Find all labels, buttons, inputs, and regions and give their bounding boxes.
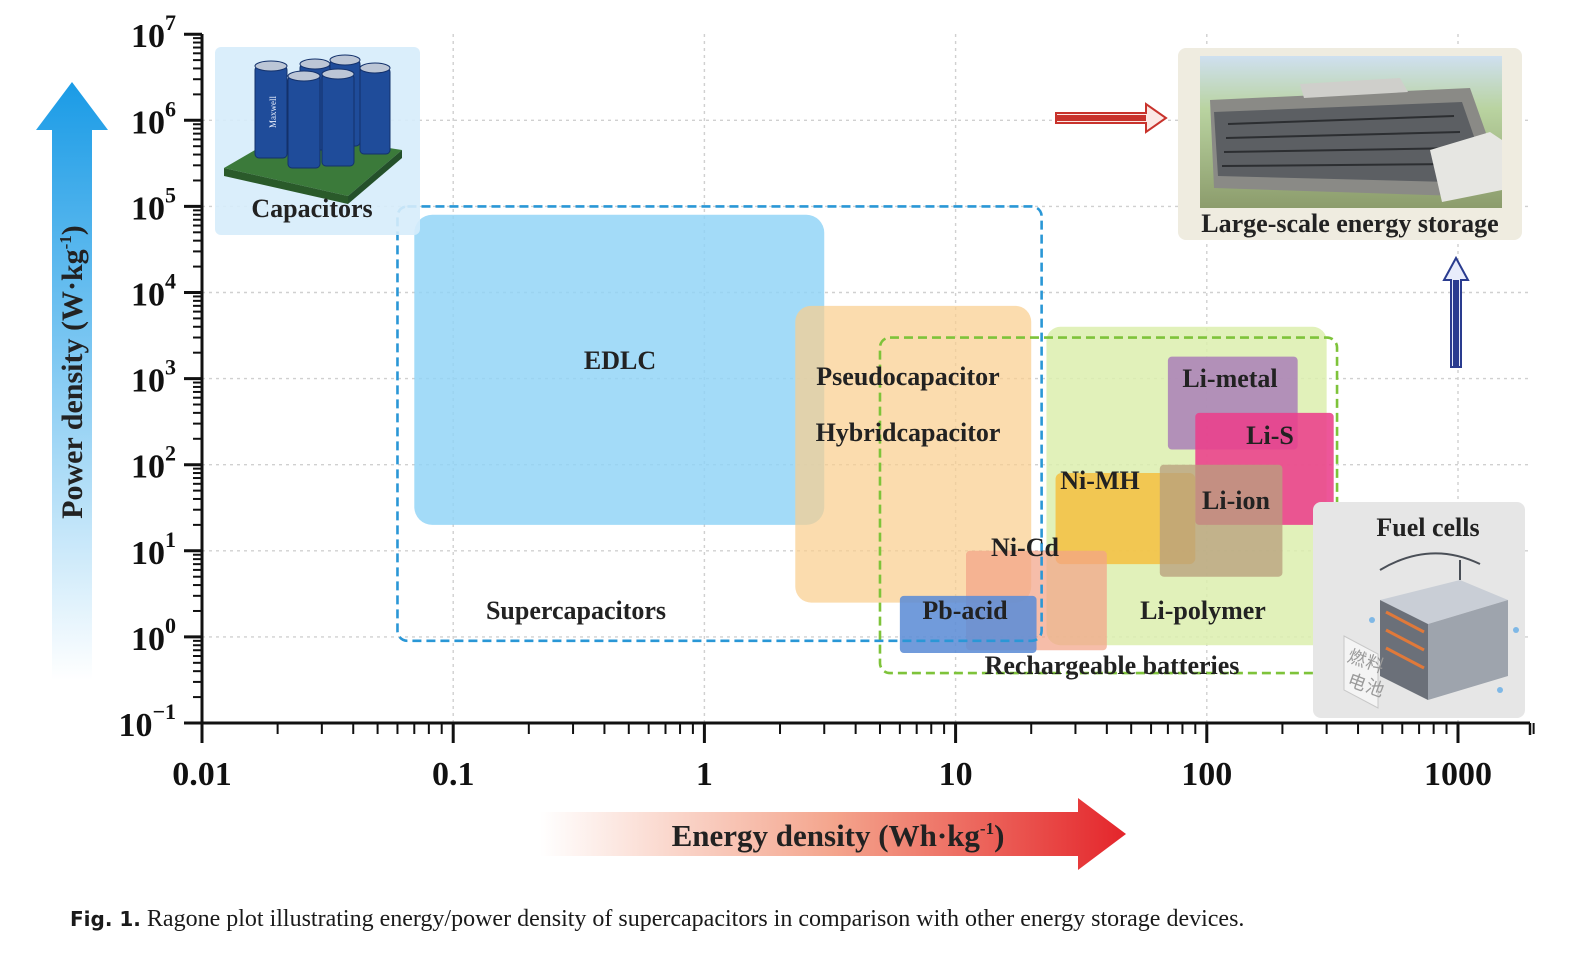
label-supercapacitors: Supercapacitors	[486, 596, 666, 625]
y-tick-exponent: 7	[165, 10, 176, 35]
axes	[184, 32, 1535, 743]
label-edlc: EDLC	[584, 346, 656, 375]
label-rechargeable-batteries: Rechargeable batteries	[985, 651, 1240, 680]
label-pb-acid: Pb-acid	[922, 596, 1008, 625]
y-tick-exponent: 4	[165, 269, 176, 294]
label-li-metal: Li-metal	[1182, 364, 1277, 393]
caption-label: Fig. 1.	[70, 907, 141, 931]
group-supercapacitors	[396, 205, 1043, 643]
arrow-to-storage-right	[1055, 102, 1168, 134]
label-hybridcapacitor: Hybridcapacitor	[816, 418, 1001, 447]
large-scale-storage-label: Large-scale energy storage	[1201, 209, 1498, 238]
y-tick-base: 10	[131, 449, 165, 486]
fuel-cell-illustration: 燃 料 电 池	[1343, 552, 1519, 709]
y-tick-label: 103	[131, 355, 176, 400]
y-tick-exponent: 6	[165, 96, 176, 121]
region-pb-acid	[899, 595, 1037, 654]
y-axis-arrow	[36, 82, 108, 680]
x-axis-arrow	[540, 798, 1126, 870]
x-tick-label: 1	[696, 756, 713, 793]
x-tick-label: 0.01	[172, 756, 232, 793]
x-axis-label-close: )	[994, 818, 1004, 853]
x-tick-label: 100	[1181, 756, 1232, 793]
ragone-plot: Power density (W·kg-1) Energy density (W…	[36, 10, 1535, 870]
region-pseudocapacitor	[795, 305, 1032, 603]
y-tick-base: 10	[131, 535, 165, 572]
y-tick-base: 10	[131, 190, 165, 227]
y-tick-base: 10	[131, 621, 165, 658]
y-tick-base: 10	[118, 707, 152, 744]
fuel-cell-char-3: 电	[1345, 670, 1369, 695]
fuel-cell-char-4: 池	[1363, 676, 1387, 701]
x-tick-label: 1000	[1424, 756, 1492, 793]
fuel-cells-callout: 燃 料 电 池 Fuel cells	[1313, 502, 1525, 718]
fuel-cell-char-2: 料	[1363, 652, 1387, 677]
y-tick-exponent: −1	[152, 699, 176, 724]
x-tick-label: 10	[939, 756, 973, 793]
caption-text: Ragone plot illustrating energy/power de…	[140, 906, 1245, 932]
y-tick-label: 104	[131, 269, 176, 314]
label-li-polymer: Li-polymer	[1140, 596, 1266, 625]
y-tick-exponent: 1	[165, 527, 176, 552]
label-li-s: Li-S	[1246, 421, 1294, 450]
label-ni-mh: Ni-MH	[1060, 466, 1139, 495]
y-axis-label-sup: -1	[56, 235, 75, 249]
region-li-ion	[1159, 464, 1283, 577]
y-axis-label: Power density (W·kg-1)	[56, 225, 89, 519]
y-tick-exponent: 0	[165, 613, 176, 638]
x-axis-label: Energy density (Wh·kg-1)	[672, 818, 1005, 853]
y-tick-exponent: 3	[165, 355, 176, 380]
y-tick-label: 10−1	[118, 699, 176, 744]
x-axis-label-sup: -1	[980, 819, 994, 838]
x-axis-label-main: Energy density (Wh·kg	[672, 818, 981, 853]
x-tick-labels: 0.01 0.1 1 10 100 1000	[172, 756, 1492, 793]
regions-layer	[414, 214, 1334, 654]
large-scale-storage-callout: Large-scale energy storage	[1178, 48, 1522, 240]
label-li-ion: Li-ion	[1202, 486, 1270, 515]
y-tick-label: 100	[131, 613, 176, 658]
label-ni-cd: Ni-Cd	[991, 533, 1059, 562]
storage-facility-illustration	[1200, 56, 1502, 208]
region-edlc	[414, 214, 825, 525]
y-tick-label: 106	[131, 96, 176, 141]
y-tick-exponent: 5	[165, 182, 176, 207]
arrow-to-storage-up	[1442, 255, 1470, 368]
x-tick-label: 0.1	[432, 756, 475, 793]
capacitors-illustration: Maxwell	[224, 54, 402, 204]
labels-layer: EDLC Pseudocapacitor Hybridcapacitor Li-…	[486, 346, 1294, 680]
figure-caption: Fig. 1. Ragone plot illustrating energy/…	[70, 906, 1550, 933]
y-axis-label-close: )	[56, 225, 89, 235]
y-axis-label-main: Power density (W·kg	[56, 249, 89, 518]
fuel-cell-char-1: 燃	[1345, 646, 1369, 671]
y-tick-label: 101	[131, 527, 176, 572]
y-tick-base: 10	[131, 277, 165, 314]
y-tick-label: 107	[131, 10, 176, 55]
capacitors-label: Capacitors	[251, 194, 372, 223]
y-tick-base: 10	[131, 104, 165, 141]
y-tick-base: 10	[131, 18, 165, 55]
capacitor-brand: Maxwell	[268, 96, 278, 128]
y-tick-label: 102	[131, 441, 176, 486]
fuel-cells-label: Fuel cells	[1376, 513, 1479, 542]
y-tick-label: 105	[131, 182, 176, 227]
label-pseudocapacitor: Pseudocapacitor	[816, 362, 999, 391]
y-tick-exponent: 2	[165, 441, 176, 466]
y-tick-base: 10	[131, 363, 165, 400]
capacitors-callout: Maxwell Capacitors	[215, 47, 420, 235]
